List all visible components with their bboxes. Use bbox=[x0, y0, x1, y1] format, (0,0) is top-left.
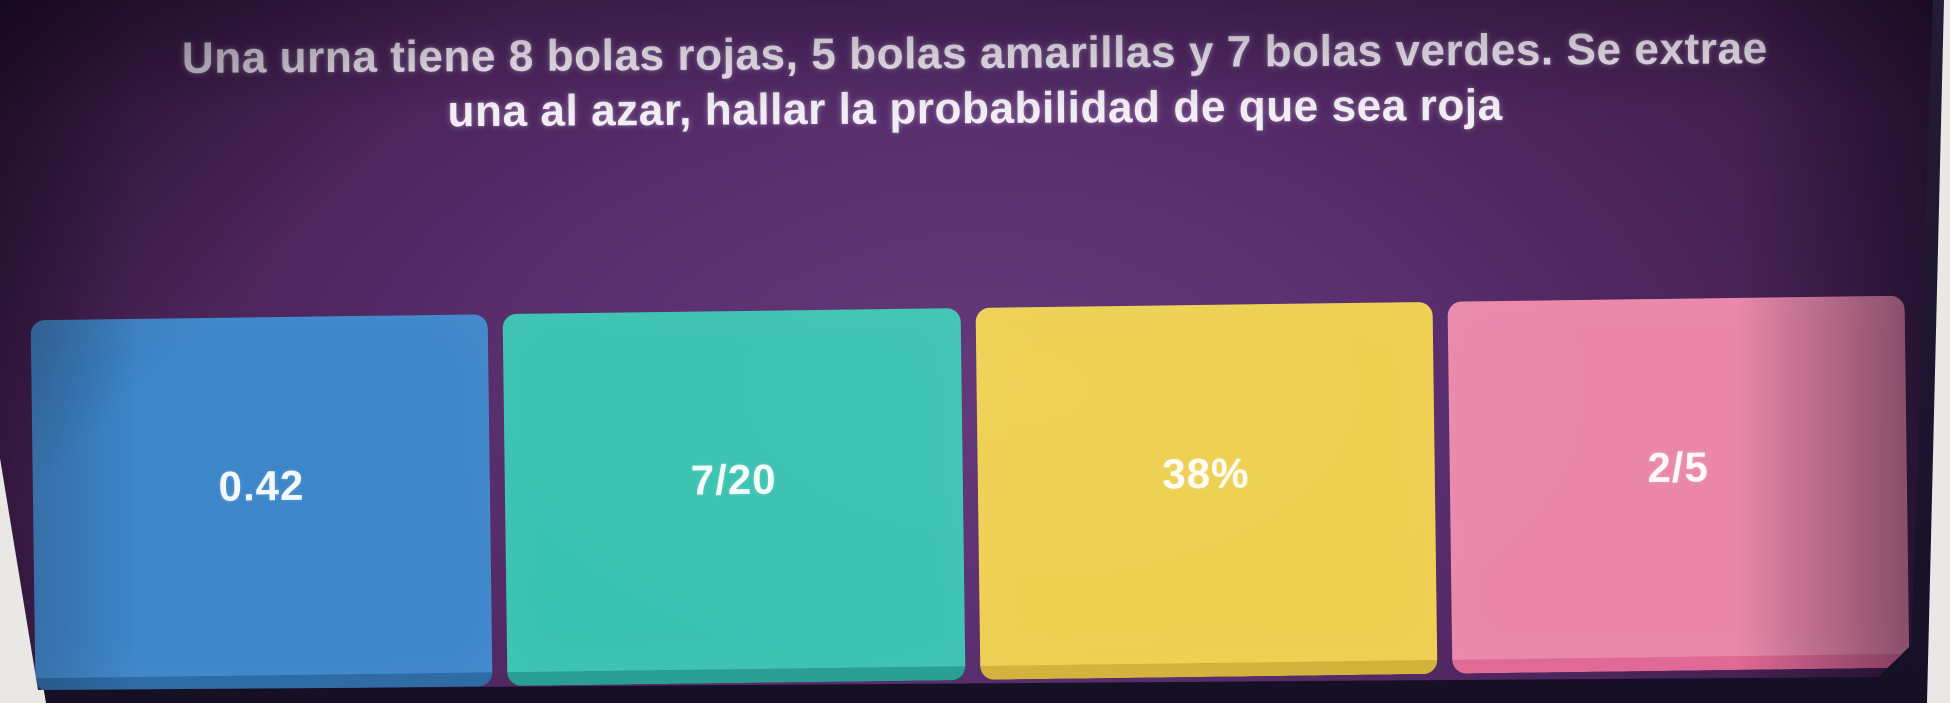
answer-label: 0.42 bbox=[218, 461, 305, 510]
answer-label: 38% bbox=[1162, 449, 1250, 498]
answer-card-2[interactable]: 7/20 bbox=[502, 308, 965, 687]
answer-label: 2/5 bbox=[1647, 443, 1710, 492]
answer-card-4[interactable]: 2/5 bbox=[1447, 295, 1910, 674]
answer-card-3[interactable]: 38% bbox=[975, 301, 1438, 680]
answer-label: 7/20 bbox=[690, 455, 777, 504]
question-text: Una urna tiene 8 bolas rojas, 5 bolas am… bbox=[0, 20, 1933, 142]
answer-options-row: 0.42 7/20 38% 2/5 bbox=[30, 295, 1910, 690]
answer-card-1[interactable]: 0.42 bbox=[30, 314, 493, 690]
